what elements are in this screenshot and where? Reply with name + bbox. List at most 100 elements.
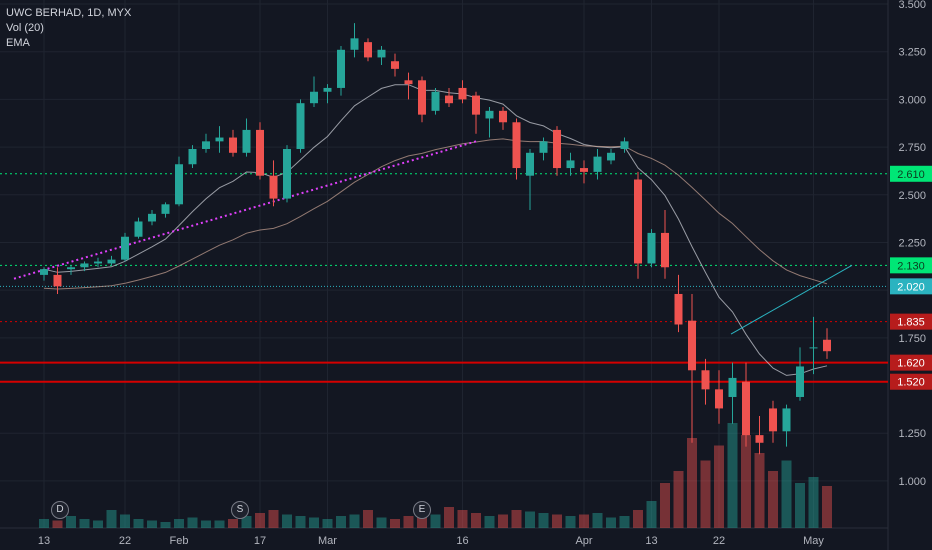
volume-bar	[633, 510, 643, 528]
candle-body[interactable]	[607, 152, 615, 161]
candle-body[interactable]	[593, 156, 602, 172]
candle-body[interactable]	[782, 408, 791, 432]
candle-body[interactable]	[580, 168, 588, 172]
candle-body[interactable]	[175, 164, 183, 205]
candle-body[interactable]	[242, 129, 251, 153]
x-tick-label: Mar	[318, 535, 337, 547]
x-tick-label: 22	[713, 535, 725, 547]
candle-body[interactable]	[566, 160, 575, 169]
volume-bar	[660, 483, 670, 528]
candle-body[interactable]	[269, 175, 278, 199]
candle-body[interactable]	[107, 259, 116, 264]
volume-bar	[39, 519, 49, 528]
volume-bar	[511, 510, 522, 528]
candle-body[interactable]	[769, 408, 777, 432]
volume-bar	[133, 519, 144, 528]
candle-body[interactable]	[337, 49, 345, 88]
candle-body[interactable]	[40, 269, 48, 275]
volume-bar	[79, 519, 90, 528]
candle-body[interactable]	[499, 110, 507, 123]
candle-body[interactable]	[148, 213, 156, 222]
candle-body[interactable]	[728, 377, 737, 397]
split-event-icon[interactable]: S	[231, 501, 249, 519]
candle-body[interactable]	[404, 80, 413, 85]
volume-bar	[700, 460, 711, 528]
candle-body[interactable]	[472, 95, 480, 115]
candle-body[interactable]	[647, 232, 656, 264]
price-label-badge[interactable]	[890, 354, 932, 371]
candle-body[interactable]	[67, 267, 75, 270]
candle-body[interactable]	[688, 320, 696, 371]
price-label-badge[interactable]	[890, 313, 932, 330]
volume-bar	[619, 516, 630, 528]
price-label-badge[interactable]	[890, 373, 932, 390]
candle-body[interactable]	[796, 366, 804, 397]
candle-body[interactable]	[661, 232, 669, 268]
volume-bar	[201, 520, 211, 528]
candle-body[interactable]	[350, 38, 359, 50]
volume-bar	[336, 516, 346, 528]
price-label-badge[interactable]	[890, 278, 932, 295]
candle-body[interactable]	[94, 261, 102, 264]
candle-body[interactable]	[526, 152, 534, 176]
volume-bar	[579, 514, 589, 528]
volume-bar	[673, 471, 684, 528]
earnings-event-icon[interactable]: E	[413, 501, 431, 519]
candle-body[interactable]	[80, 263, 89, 268]
candle-body[interactable]	[445, 95, 453, 104]
candle-body[interactable]	[188, 148, 197, 165]
volume-bar	[241, 516, 252, 528]
candle-body[interactable]	[553, 129, 561, 169]
candle-body[interactable]	[715, 389, 723, 409]
candle-body[interactable]	[310, 91, 318, 104]
candle-body[interactable]	[391, 61, 399, 69]
candle-body[interactable]	[296, 103, 305, 149]
x-tick-label: 17	[254, 535, 266, 547]
candle-body[interactable]	[634, 179, 642, 264]
trendline-support[interactable]	[730, 264, 853, 335]
volume-bar	[498, 514, 508, 528]
candle-body[interactable]	[229, 137, 237, 153]
volume-bar	[768, 471, 778, 528]
symbol-title[interactable]: UWC BERHAD, 1D, MYX	[6, 7, 132, 19]
dotted-trendline[interactable]	[13, 140, 477, 280]
volume-bar	[322, 519, 333, 528]
candle-body[interactable]	[256, 129, 264, 176]
candle-body[interactable]	[418, 80, 426, 115]
dividend-event-icon[interactable]: D	[51, 501, 69, 519]
candle-body[interactable]	[202, 141, 210, 149]
candle-body[interactable]	[161, 204, 170, 214]
volume-indicator-label[interactable]: Vol (20)	[6, 22, 44, 34]
candle-body[interactable]	[701, 370, 710, 390]
candle-body[interactable]	[539, 141, 548, 153]
candle-body[interactable]	[458, 87, 467, 100]
candle-body[interactable]	[283, 148, 291, 199]
candle-body[interactable]	[134, 221, 143, 237]
volume-bar	[66, 516, 76, 528]
volume-bar	[565, 516, 576, 528]
candle-body[interactable]	[121, 236, 129, 260]
ema-indicator-label[interactable]: EMA	[6, 37, 30, 49]
candle-body[interactable]	[823, 339, 831, 352]
candle-body[interactable]	[377, 49, 386, 58]
candle-body[interactable]	[620, 141, 629, 149]
candle-body[interactable]	[323, 87, 332, 92]
candle-body[interactable]	[512, 122, 521, 169]
candle-body[interactable]	[755, 435, 764, 443]
candle-body[interactable]	[485, 110, 494, 119]
candle-body[interactable]	[809, 347, 818, 349]
price-label-badge[interactable]	[890, 257, 932, 274]
volume-bar	[457, 510, 468, 528]
candle-body[interactable]	[364, 42, 372, 58]
candle-body[interactable]	[674, 293, 683, 325]
candle-body[interactable]	[431, 91, 440, 111]
price-label-text: 1.835	[897, 317, 925, 329]
y-tick-label: 1.750	[898, 333, 926, 345]
price-label-badge[interactable]	[890, 165, 932, 182]
candle-body[interactable]	[215, 137, 224, 142]
candle-body[interactable]	[742, 381, 750, 436]
volume-bar	[363, 510, 373, 528]
candle-body[interactable]	[53, 274, 62, 287]
